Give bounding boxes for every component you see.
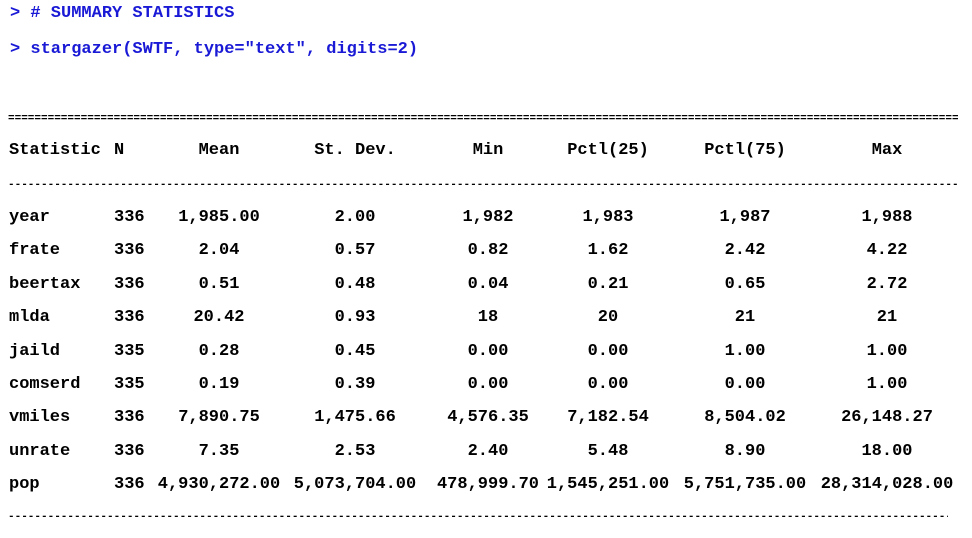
cell-mean: 4,930,272.00 xyxy=(157,475,281,494)
cell-pctl25: 1,983 xyxy=(582,208,634,227)
cell-max: 18.00 xyxy=(861,442,913,461)
cell-n: 336 xyxy=(114,275,145,294)
header-n: N xyxy=(114,141,125,160)
cell-pctl75: 8.90 xyxy=(724,442,766,461)
cell-pctl25: 0.00 xyxy=(587,342,629,361)
cell-pctl75: 2.42 xyxy=(724,241,766,260)
cell-n: 335 xyxy=(114,342,145,361)
cell-statistic: vmiles xyxy=(9,408,71,427)
header-statistic: Statistic xyxy=(9,141,101,160)
cell-max: 1.00 xyxy=(866,342,908,361)
cell-min: 478,999.70 xyxy=(436,475,540,494)
cell-min: 1,982 xyxy=(462,208,514,227)
cell-n: 336 xyxy=(114,475,145,494)
cell-max: 28,314,028.00 xyxy=(820,475,954,494)
cell-statistic: year xyxy=(9,208,50,227)
cell-pctl75: 5,751,735.00 xyxy=(683,475,807,494)
cell-n: 336 xyxy=(114,442,145,461)
cell-max: 4.22 xyxy=(866,241,908,260)
cell-max: 21 xyxy=(876,308,898,327)
cell-statistic: pop xyxy=(9,475,40,494)
cell-pctl25: 20 xyxy=(597,308,619,327)
header-pctl75: Pctl(75) xyxy=(704,141,786,160)
cell-mean: 0.19 xyxy=(198,375,240,394)
cell-n: 335 xyxy=(114,375,145,394)
console-command-comment: > # SUMMARY STATISTICS xyxy=(10,4,235,23)
cell-mean: 2.04 xyxy=(198,241,240,260)
cell-min: 0.04 xyxy=(467,275,509,294)
cell-min: 0.00 xyxy=(467,342,509,361)
cell-pctl75: 21 xyxy=(734,308,756,327)
cell-statistic: frate xyxy=(9,241,61,260)
cell-pctl25: 0.00 xyxy=(587,375,629,394)
console-command-stargazer: > stargazer(SWTF, type="text", digits=2) xyxy=(10,40,419,59)
cell-statistic: unrate xyxy=(9,442,71,461)
cell-pctl25: 1.62 xyxy=(587,241,629,260)
cell-pctl75: 0.65 xyxy=(724,275,766,294)
cell-n: 336 xyxy=(114,308,145,327)
header-pctl25: Pctl(25) xyxy=(567,141,649,160)
cell-st-dev: 2.53 xyxy=(334,442,376,461)
cell-n: 336 xyxy=(114,241,145,260)
table-rule-footer: ----------------------------------------… xyxy=(8,511,948,523)
cell-mean: 0.51 xyxy=(198,275,240,294)
cell-statistic: comserd xyxy=(9,375,81,394)
header-mean: Mean xyxy=(198,141,240,160)
cell-pctl75: 0.00 xyxy=(724,375,766,394)
cell-mean: 0.28 xyxy=(198,342,240,361)
cell-pctl25: 1,545,251.00 xyxy=(546,475,670,494)
cell-pctl75: 8,504.02 xyxy=(704,408,786,427)
cell-statistic: mlda xyxy=(9,308,50,327)
cell-mean: 7.35 xyxy=(198,442,240,461)
cell-max: 26,148.27 xyxy=(841,408,933,427)
cell-mean: 1,985.00 xyxy=(178,208,260,227)
cell-max: 2.72 xyxy=(866,275,908,294)
cell-pctl75: 1,987 xyxy=(719,208,771,227)
cell-st-dev: 0.93 xyxy=(334,308,376,327)
table-rule-header: ----------------------------------------… xyxy=(8,179,958,191)
cell-st-dev: 2.00 xyxy=(334,208,376,227)
cell-mean: 7,890.75 xyxy=(178,408,260,427)
cell-max: 1.00 xyxy=(866,375,908,394)
cell-pctl75: 1.00 xyxy=(724,342,766,361)
cell-st-dev: 5,073,704.00 xyxy=(293,475,417,494)
header-max: Max xyxy=(871,141,903,160)
cell-statistic: jaild xyxy=(9,342,61,361)
cell-st-dev: 0.45 xyxy=(334,342,376,361)
cell-min: 2.40 xyxy=(467,442,509,461)
cell-st-dev: 0.48 xyxy=(334,275,376,294)
cell-pctl25: 0.21 xyxy=(587,275,629,294)
cell-pctl25: 5.48 xyxy=(587,442,629,461)
cell-mean: 20.42 xyxy=(193,308,245,327)
cell-min: 18 xyxy=(477,308,499,327)
cell-n: 336 xyxy=(114,408,145,427)
cell-st-dev: 0.57 xyxy=(334,241,376,260)
cell-min: 0.00 xyxy=(467,375,509,394)
cell-n: 336 xyxy=(114,208,145,227)
cell-st-dev: 1,475.66 xyxy=(314,408,396,427)
header-st-dev: St. Dev. xyxy=(314,141,396,160)
table-rule-double: ========================================… xyxy=(8,113,958,125)
cell-st-dev: 0.39 xyxy=(334,375,376,394)
cell-min: 4,576.35 xyxy=(447,408,529,427)
cell-pctl25: 7,182.54 xyxy=(567,408,649,427)
table-header-row: Statistic N Mean St. Dev. Min Pctl(25) P… xyxy=(8,140,902,162)
header-min: Min xyxy=(472,141,504,160)
cell-statistic: beertax xyxy=(9,275,81,294)
cell-max: 1,988 xyxy=(861,208,913,227)
cell-min: 0.82 xyxy=(467,241,509,260)
